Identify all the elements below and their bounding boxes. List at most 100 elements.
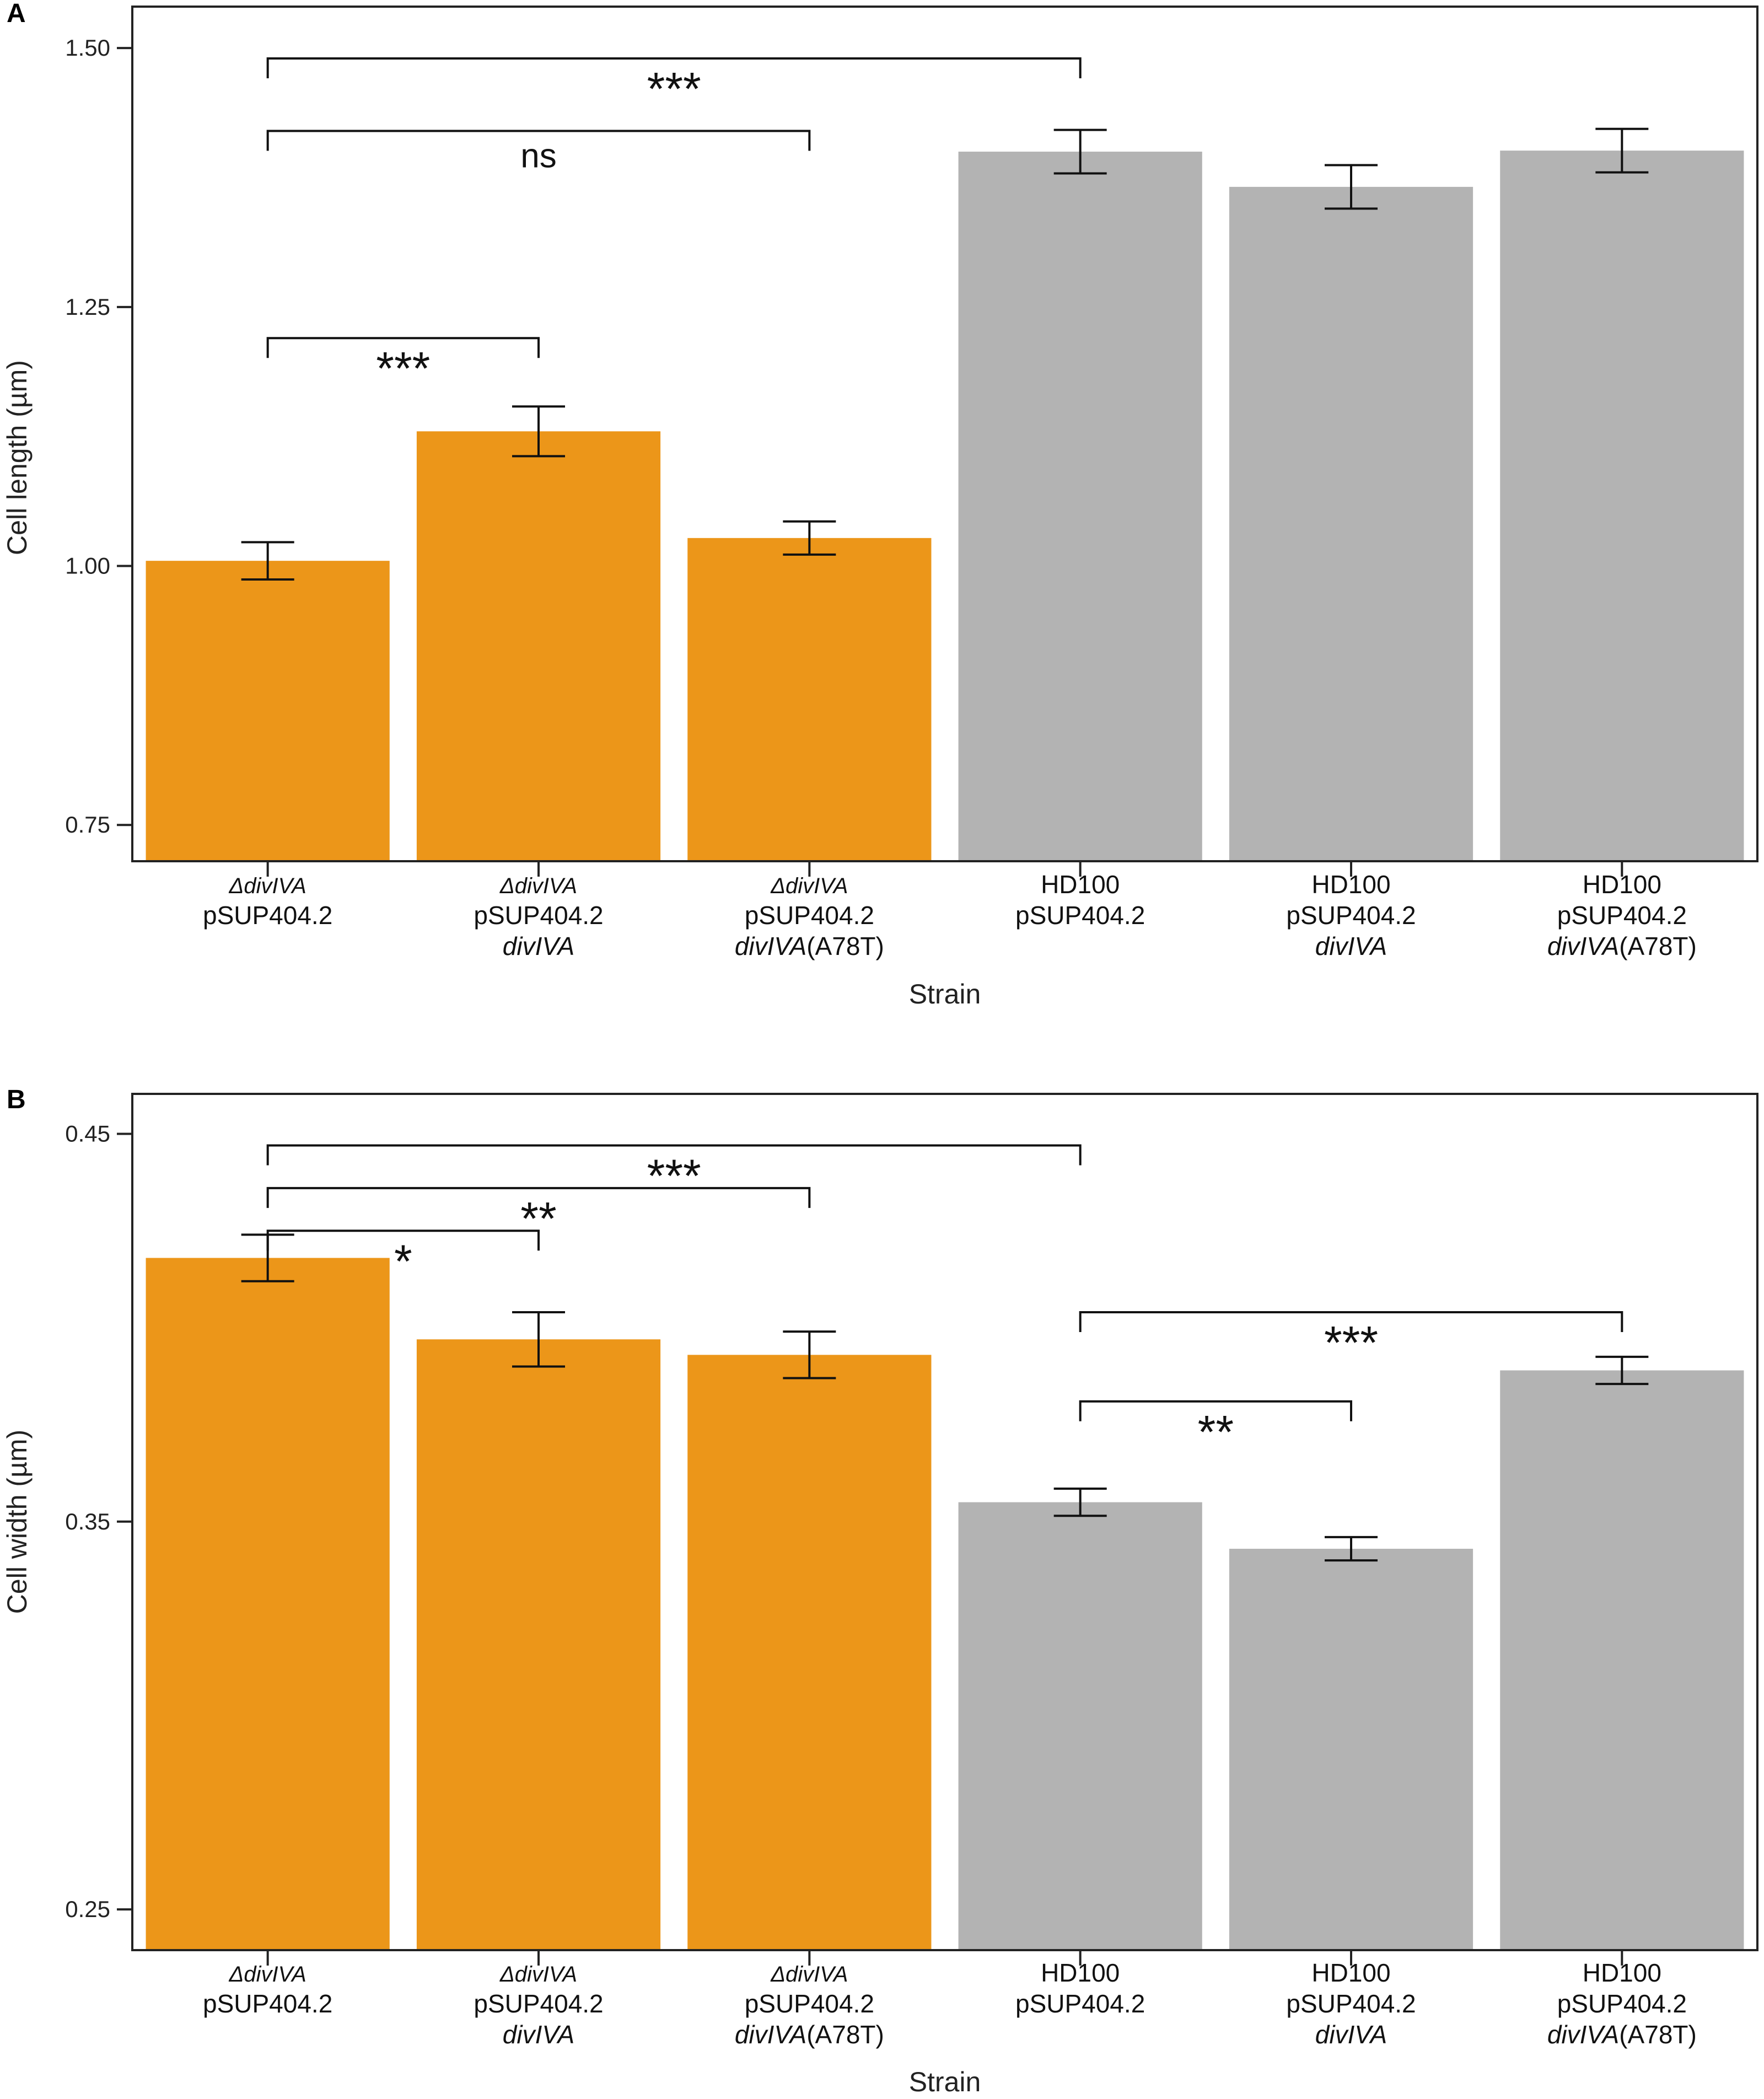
x-tick-label-line: HD100 [1583, 870, 1661, 899]
x-tick-label: HD100 pSUP404.2 divIVA [1286, 870, 1416, 960]
significance-bracket-line [266, 1187, 811, 1208]
x-axis-title: Strain [909, 2066, 981, 2097]
x-tick-label-line: divIVA [1315, 932, 1387, 960]
bar [146, 1258, 390, 1950]
x-tick-label-line: divIVA(A78T) [735, 932, 884, 960]
significance-label: ** [1198, 1406, 1234, 1458]
error-bar [241, 541, 294, 581]
x-tick-label-line: divIVA [503, 2020, 574, 2049]
bar [687, 538, 932, 861]
significance-bracket-line [266, 1144, 1082, 1166]
bar [687, 1355, 932, 1950]
x-tick-label-line: pSUP404.2 [1557, 1989, 1687, 2018]
bar [1500, 151, 1744, 862]
error-bar [1325, 1536, 1378, 1562]
bar [416, 1339, 661, 1950]
significance-label: *** [647, 1150, 701, 1202]
x-tick-label-line: divIVA(A78T) [1547, 2020, 1697, 2049]
x-tick-label-line: HD100 [1041, 870, 1120, 899]
x-tick-label-line: HD100 [1041, 1958, 1120, 1987]
x-tick-label-line: pSUP404.2 [745, 901, 874, 930]
significance-bracket-line [266, 337, 540, 358]
x-tick-label-plain-part: (A78T) [806, 2020, 884, 2049]
error-bar [1595, 127, 1649, 174]
x-tick-label-line: HD100 [1311, 870, 1390, 899]
x-tick-label: ΔdivIVA pSUP404.2 [203, 1962, 332, 2018]
bar [1500, 1370, 1744, 1950]
x-tick-label-line: pSUP404.2 [203, 1989, 332, 2018]
bar [958, 1502, 1202, 1950]
panel-letter: A [7, 0, 26, 28]
x-tick-label: ΔdivIVA pSUP404.2 divIVA(A78T) [735, 1962, 884, 2049]
error-bar [783, 1330, 836, 1379]
plot-frame [131, 6, 1758, 862]
panel-letter: B [7, 1085, 26, 1114]
significance-bracket [266, 1187, 811, 1208]
significance-bracket [266, 1144, 1082, 1166]
significance-bracket-line [266, 130, 811, 151]
x-tick-label-plain-part: (A78T) [1619, 932, 1697, 960]
significance-bracket-line [1079, 1400, 1352, 1421]
x-tick-label-plain-part: (A78T) [1619, 2020, 1697, 2049]
x-tick-label-line: ΔdivIVA [770, 1962, 848, 1987]
significance-label: *** [376, 342, 430, 394]
significance-bracket-line [1079, 1311, 1623, 1332]
x-tick-label: HD100 pSUP404.2 divIVA(A78T) [1547, 1958, 1697, 2049]
x-tick-label-line: divIVA(A78T) [735, 2020, 884, 2049]
x-tick-label-line: ΔdivIVA [229, 1962, 306, 1987]
x-tick-label-line: ΔdivIVA [229, 874, 306, 898]
x-tick-label: HD100 pSUP404.2 divIVA(A78T) [1547, 870, 1697, 960]
x-tick-label-line: pSUP404.2 [203, 901, 332, 930]
x-tick-label-line: pSUP404.2 [1015, 901, 1145, 930]
y-tick-label: 1.25 [65, 294, 110, 320]
error-bar [1053, 1488, 1107, 1517]
x-tick-label-italic-part: divIVA [1547, 2020, 1619, 2049]
x-tick-label-line: pSUP404.2 [1286, 1989, 1416, 2018]
bar [1229, 186, 1473, 862]
x-tick-label-line: pSUP404.2 [474, 901, 603, 930]
significance-bracket [266, 1230, 540, 1251]
significance-bracket [1079, 1311, 1623, 1332]
x-tick-label-line: ΔdivIVA [499, 874, 577, 898]
x-tick-label: ΔdivIVA pSUP404.2 divIVA(A78T) [735, 874, 884, 960]
x-tick-label-line: pSUP404.2 [745, 1989, 874, 2018]
x-tick-label-italic-part: divIVA [735, 932, 806, 960]
y-tick-label: 0.45 [65, 1120, 110, 1146]
bar [958, 152, 1202, 862]
x-tick-label: ΔdivIVA pSUP404.2 [203, 874, 332, 930]
x-tick-label: HD100 pSUP404.2 [1015, 870, 1145, 930]
error-bar [1325, 164, 1378, 210]
x-tick-label-line: pSUP404.2 [1286, 901, 1416, 930]
y-tick-label: 0.75 [65, 812, 110, 838]
x-tick-label-line: ΔdivIVA [499, 1962, 577, 1987]
x-tick-label-line: pSUP404.2 [474, 1989, 603, 2018]
significance-bracket [266, 57, 1082, 78]
significance-label: *** [1324, 1317, 1378, 1368]
x-tick-label: HD100 pSUP404.2 divIVA [1286, 1958, 1416, 2049]
x-tick-label-line: divIVA(A78T) [1547, 932, 1697, 960]
significance-bracket-line [266, 57, 1082, 78]
y-tick-label: 0.25 [65, 1896, 110, 1922]
significance-bracket-line [266, 1230, 540, 1251]
y-tick-label: 1.50 [65, 35, 110, 61]
error-bar [783, 520, 836, 556]
x-tick-label: ΔdivIVA pSUP404.2 divIVA [474, 1962, 603, 2049]
bar [146, 561, 390, 861]
error-bar [1053, 128, 1107, 175]
error-bar [512, 405, 565, 458]
x-tick-label-plain-part: (A78T) [806, 932, 884, 960]
significance-label: *** [647, 63, 701, 115]
x-tick-label-line: pSUP404.2 [1557, 901, 1687, 930]
significance-bracket [266, 337, 540, 358]
x-tick-label: HD100 pSUP404.2 [1015, 1958, 1145, 2018]
x-tick-label-italic-part: divIVA [1547, 932, 1619, 960]
x-tick-label: ΔdivIVA pSUP404.2 divIVA [474, 874, 603, 960]
x-tick-label-line: divIVA [503, 932, 574, 960]
error-bar [1595, 1355, 1649, 1386]
x-tick-label-line: ΔdivIVA [770, 874, 848, 898]
x-tick-label-italic-part: divIVA [735, 2020, 806, 2049]
error-bar [512, 1311, 565, 1368]
